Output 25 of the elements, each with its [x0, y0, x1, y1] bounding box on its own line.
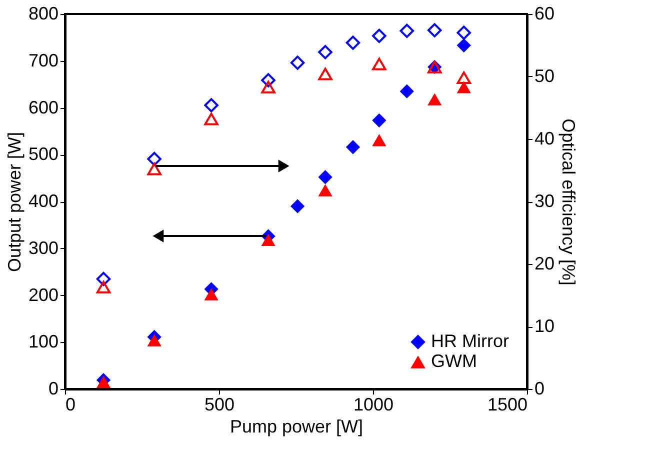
y2-tick-label: 0 [534, 378, 545, 398]
y2-tick-label: 20 [534, 254, 555, 274]
y2-axis-title: Optical efficiency [%] [558, 118, 579, 286]
x-axis-title: Pump power [W] [230, 416, 364, 436]
x-tick-label: 0 [66, 394, 76, 414]
y-tick-label: 400 [28, 191, 58, 211]
y-tick-label: 100 [28, 332, 58, 352]
x-tick-label: 1500 [487, 394, 528, 414]
y2-tick-label: 50 [534, 66, 555, 86]
y2-tick-label: 10 [534, 316, 555, 336]
y-tick-label: 800 [28, 4, 58, 24]
y2-tick-label: 60 [534, 4, 555, 24]
y-tick-label: 300 [28, 238, 58, 258]
y-tick-label: 200 [28, 284, 58, 305]
y2-tick-label: 30 [534, 191, 555, 211]
y-tick-label: 700 [28, 50, 58, 70]
y-tick-label: 500 [28, 144, 58, 164]
x-tick-label: 1000 [353, 394, 394, 414]
legend-label: GWM [431, 351, 477, 371]
x-tick-label: 500 [204, 394, 235, 414]
y-tick-label: 600 [28, 97, 58, 118]
y-tick-label: 0 [48, 378, 58, 398]
y2-tick-label: 40 [534, 128, 555, 148]
y-axis-title: Output power [W] [4, 132, 24, 272]
legend-label: HR Mirror [431, 331, 509, 351]
